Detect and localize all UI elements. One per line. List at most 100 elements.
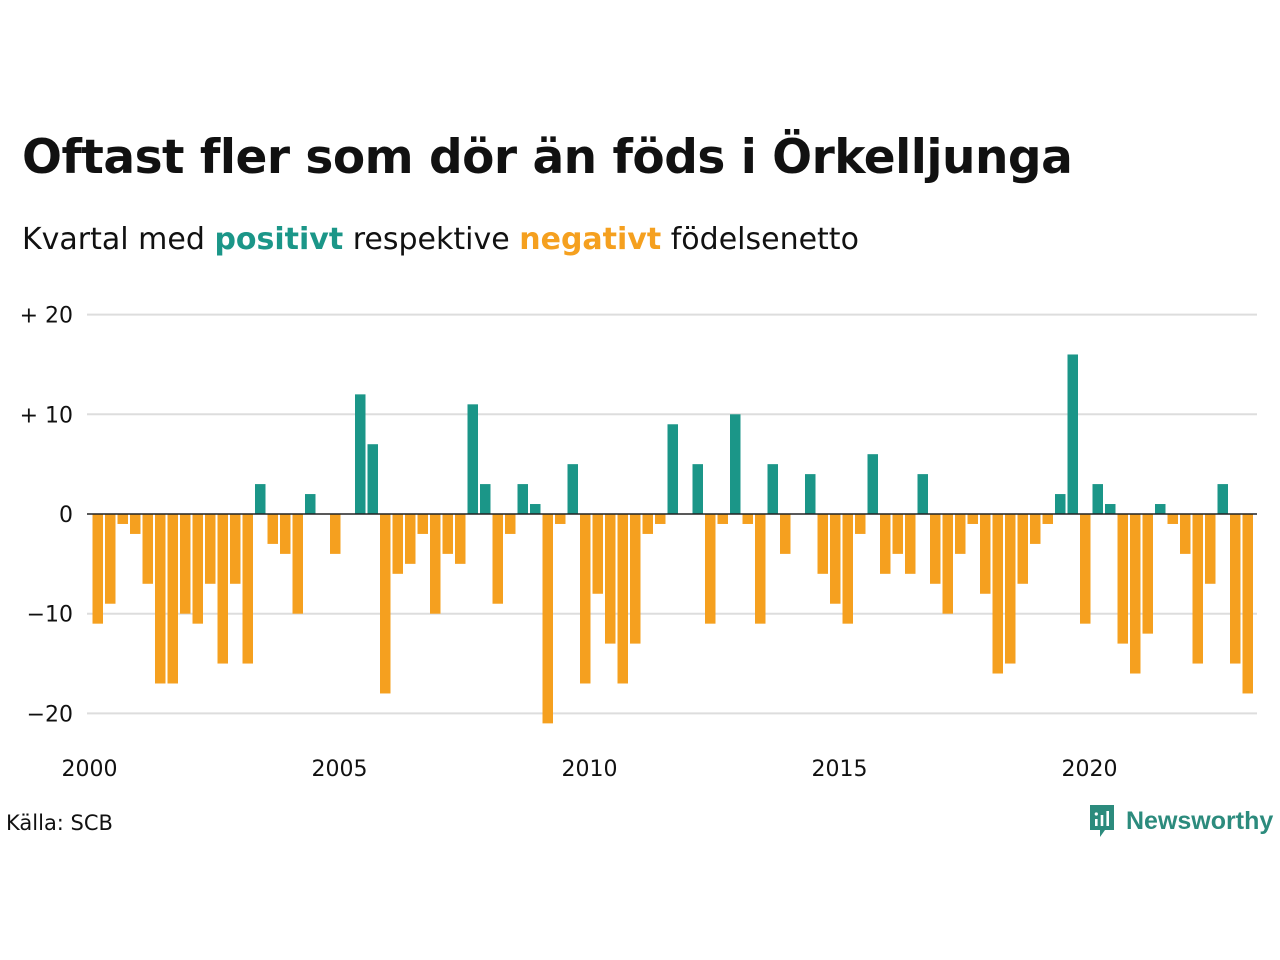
bar-negative [405, 514, 416, 564]
subtitle-middle: respektive [352, 222, 510, 257]
bar-positive [530, 504, 541, 514]
y-tick-label: −10 [27, 603, 73, 628]
x-tick-label: 2000 [62, 757, 118, 782]
bar-negative [392, 514, 403, 574]
bar-negative [955, 514, 966, 554]
y-tick-label: 0 [59, 503, 73, 528]
bar-negative [292, 514, 303, 614]
bar-negative [655, 514, 666, 524]
bar-positive [1105, 504, 1116, 514]
x-tick-label: 2015 [812, 757, 868, 782]
bar-negative [930, 514, 941, 584]
subtitle-prefix: Kvartal med [22, 222, 205, 257]
bar-positive [917, 474, 928, 514]
bar-positive [867, 454, 878, 514]
bar-negative [492, 514, 503, 604]
bar-negative [1167, 514, 1178, 524]
newsworthy-logo-icon [1090, 805, 1114, 837]
bar-negative [167, 514, 178, 684]
brand-name: Newsworthy [1126, 806, 1274, 835]
y-tick-label: + 10 [20, 403, 73, 428]
bar-negative [1242, 514, 1253, 694]
y-tick-label: + 20 [20, 304, 73, 329]
bar-negative [580, 514, 591, 684]
bar-negative [992, 514, 1003, 674]
bar-negative [442, 514, 453, 554]
bar-positive [480, 484, 491, 514]
bar-negative [1117, 514, 1128, 644]
bar-negative [1180, 514, 1191, 554]
bar-negative [830, 514, 841, 604]
subtitle-positive-label: positivt [214, 222, 344, 257]
bar-negative [192, 514, 203, 624]
bar-positive [517, 484, 528, 514]
chart-title: Oftast fler som dör än föds i Örkelljung… [22, 130, 1073, 185]
bar-negative [417, 514, 428, 534]
bar-negative [705, 514, 716, 624]
brand-logo[interactable]: Newsworthy [1088, 803, 1273, 839]
bar-negative [592, 514, 603, 594]
bar-negative [892, 514, 903, 554]
bar-negative [1080, 514, 1091, 624]
bar-positive [692, 464, 703, 514]
subtitle-negative-label: negativt [519, 222, 662, 257]
bar-negative [180, 514, 191, 614]
bar-negative [130, 514, 141, 534]
subtitle-suffix: födelsenetto [670, 222, 859, 257]
bar-negative [1005, 514, 1016, 664]
axis-labels: + 20 + 10 0 −10 −20 2000 2005 2010 2015 2020 [20, 304, 1118, 782]
bar-negative [1042, 514, 1053, 524]
bar-negative [205, 514, 216, 584]
bar-positive [355, 394, 366, 514]
bar-negative [555, 514, 566, 524]
bar-positive [1092, 484, 1103, 514]
x-tick-label: 2010 [562, 757, 618, 782]
x-tick-label: 2005 [312, 757, 368, 782]
bar-negative [267, 514, 278, 544]
bar-chart: + 20 + 10 0 −10 −20 2000 2005 2010 2015 2020 [20, 304, 1257, 782]
bar-negative [1230, 514, 1241, 664]
bar-positive [305, 494, 316, 514]
bar-negative [980, 514, 991, 594]
bar-negative [230, 514, 241, 584]
bar-negative [817, 514, 828, 574]
bar-positive [367, 444, 378, 514]
bar-negative [330, 514, 341, 554]
bar-negative [92, 514, 103, 624]
bar-negative [142, 514, 153, 584]
bar-negative [942, 514, 953, 614]
bar-negative [717, 514, 728, 524]
bar-negative [1017, 514, 1028, 584]
bar-negative [967, 514, 978, 524]
bar-negative [742, 514, 753, 524]
bar-positive [255, 484, 266, 514]
bar-negative [542, 514, 553, 724]
bar-positive [1155, 504, 1166, 514]
bar-negative [842, 514, 853, 624]
bar-positive [567, 464, 578, 514]
bar-negative [755, 514, 766, 624]
bar-negative [780, 514, 791, 554]
bars [92, 354, 1253, 724]
bar-negative [855, 514, 866, 534]
bar-positive [1067, 354, 1078, 514]
bar-negative [1030, 514, 1041, 544]
bar-positive [1055, 494, 1066, 514]
bar-negative [1192, 514, 1203, 664]
bar-positive [467, 404, 478, 514]
bar-negative [505, 514, 516, 534]
source-note: Källa: SCB [6, 811, 113, 835]
y-tick-label: −20 [27, 702, 73, 727]
bar-negative [105, 514, 116, 604]
x-tick-label: 2020 [1062, 757, 1118, 782]
bar-negative [430, 514, 441, 614]
bar-negative [605, 514, 616, 644]
bar-negative [117, 514, 128, 524]
bar-positive [767, 464, 778, 514]
bar-negative [455, 514, 466, 564]
bar-negative [617, 514, 628, 684]
bar-negative [642, 514, 653, 534]
bar-positive [730, 414, 741, 514]
chart-subtitle: Kvartal med positivt respektive negativt… [22, 222, 859, 257]
bar-negative [155, 514, 166, 684]
